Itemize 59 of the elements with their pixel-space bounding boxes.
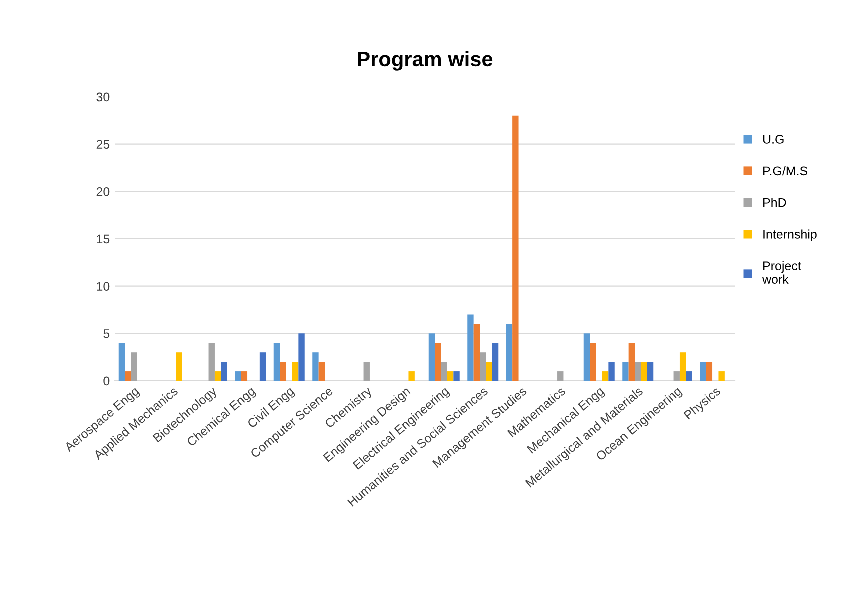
bar [447, 372, 454, 381]
bar [474, 324, 480, 381]
y-tick-label: 0 [104, 376, 110, 386]
bar [221, 362, 228, 381]
bar [292, 362, 299, 381]
legend-label: P.G/M.S [764, 166, 808, 176]
bar [318, 362, 326, 381]
bar [435, 343, 442, 381]
bar [706, 362, 713, 381]
y-tick-label: 20 [96, 187, 110, 196]
chart-title: Program wise [358, 51, 493, 71]
bar [468, 314, 474, 381]
bar [298, 334, 305, 381]
legend-label: Project work [762, 261, 802, 284]
bar [176, 352, 182, 381]
legend-label: Internship [764, 230, 817, 242]
bar [558, 372, 564, 381]
bar [492, 343, 499, 381]
bar [428, 334, 436, 381]
bar [480, 352, 486, 381]
legend-label: PhD [764, 198, 786, 208]
y-tick-label: 25 [96, 140, 110, 149]
bar [208, 343, 215, 381]
y-tick-label: 15 [97, 234, 110, 244]
bar [441, 362, 448, 381]
bar [602, 372, 609, 381]
bar [635, 362, 642, 381]
bar [608, 362, 615, 381]
bar [628, 343, 636, 381]
y-tick-label: 10 [97, 282, 110, 291]
bar [590, 343, 596, 381]
bar [274, 343, 280, 381]
bar [686, 372, 692, 381]
bar [700, 362, 706, 381]
y-tick-label: 30 [96, 92, 110, 102]
bar [584, 334, 590, 381]
bar [680, 352, 686, 381]
bar [622, 362, 629, 381]
bar [280, 362, 286, 381]
bar [641, 362, 648, 381]
bar [118, 343, 126, 381]
bar [512, 116, 519, 381]
bar [454, 372, 460, 381]
bar [647, 362, 654, 381]
bar [506, 324, 513, 381]
bar [241, 372, 248, 381]
bar [674, 372, 680, 381]
bar [408, 372, 415, 381]
bar [486, 362, 492, 381]
bar [364, 362, 370, 381]
bar [235, 372, 242, 381]
bar [718, 372, 725, 381]
y-tick-label: 5 [104, 330, 110, 338]
legend-label: U.G [763, 135, 784, 144]
bar [214, 372, 222, 381]
bar [125, 372, 132, 381]
bar [312, 352, 319, 381]
bar [131, 352, 138, 381]
bar [260, 352, 266, 381]
